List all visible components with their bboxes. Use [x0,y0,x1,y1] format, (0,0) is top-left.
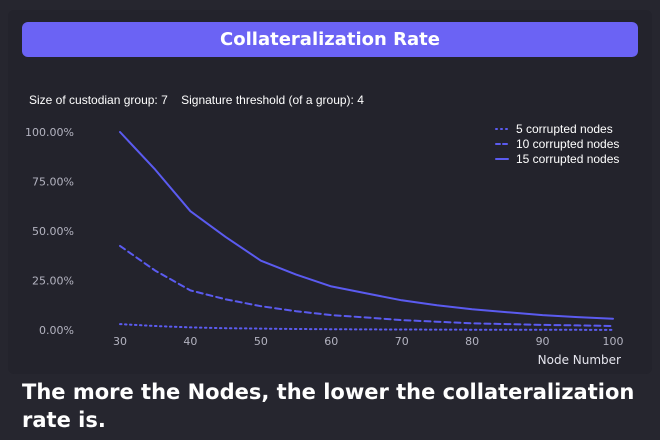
x-tick-label: 60 [324,335,338,348]
chart-parameters: Size of custodian group: 7 Signature thr… [29,93,364,107]
x-tick-label: 70 [395,335,409,348]
x-axis-title: Node Number [538,353,621,367]
threshold-label: Signature threshold (of a group): 4 [181,93,364,107]
y-axis-ticks: 0.00% 25.00% 50.00% 75.00% 100.00% [25,126,74,337]
chart-title: Collateralization Rate [220,29,440,50]
y-tick-label: 50.00% [32,225,74,238]
series-line-dotted [119,323,614,331]
x-tick-label: 90 [536,335,550,348]
caption-text: The more the Nodes, the lower the collat… [22,380,635,432]
legend-label: 15 corrupted nodes [516,152,619,166]
series-lines [119,131,614,331]
y-tick-label: 0.00% [39,324,74,337]
legend-label: 10 corrupted nodes [516,137,619,151]
y-tick-label: 75.00% [32,176,74,189]
series-line-solid [119,131,614,320]
y-tick-label: 100.00% [25,126,74,139]
group-size-label: Size of custodian group: 7 [29,93,168,107]
x-tick-label: 100 [603,335,624,348]
x-axis-ticks: 30 40 50 60 70 80 90 100 [113,335,624,348]
x-tick-label: 80 [465,335,479,348]
y-tick-label: 25.00% [32,275,74,288]
x-tick-label: 30 [113,335,127,348]
line-chart: 0.00% 25.00% 50.00% 75.00% 100.00% 30 40 50 60 7… [25,122,624,367]
x-tick-label: 50 [254,335,268,348]
x-tick-label: 40 [183,335,197,348]
chart-panel [8,10,652,374]
series-line-dashed [119,244,614,327]
legend-label: 5 corrupted nodes [516,122,613,136]
chart-title-bar: Collateralization Rate [22,22,638,57]
